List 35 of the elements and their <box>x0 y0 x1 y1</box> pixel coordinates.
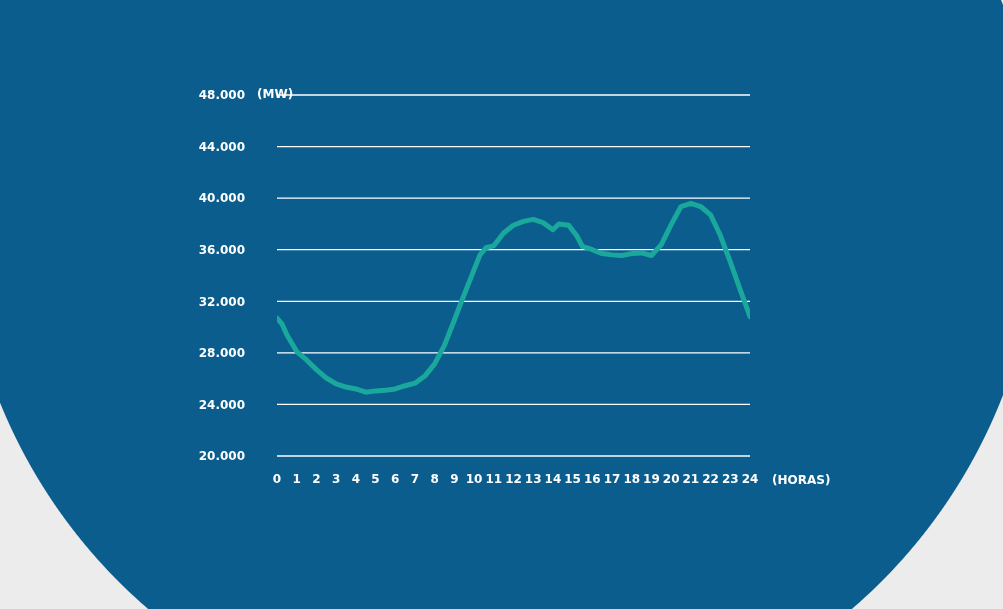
x-tick-label: 18 <box>623 471 641 486</box>
x-tick-label: 5 <box>371 471 380 486</box>
x-tick-label: 9 <box>450 471 459 486</box>
x-tick-label: 6 <box>391 471 400 486</box>
x-tick-label: 21 <box>682 471 700 486</box>
x-tick-label: 14 <box>544 471 562 486</box>
x-tick-label: 4 <box>351 471 361 486</box>
x-tick-label: 13 <box>524 471 542 486</box>
x-axis-title: (HORAS) <box>772 473 831 487</box>
x-tick-label: 1 <box>292 471 301 486</box>
y-tick-label: 24.000 <box>198 397 245 412</box>
x-tick-label: 7 <box>410 471 420 486</box>
x-tick-label: 2 <box>312 471 321 486</box>
x-tick-label: 12 <box>505 471 522 486</box>
x-tick-label: 11 <box>485 471 503 486</box>
y-tick-label: 28.000 <box>198 346 245 361</box>
y-tick-label: 48.000 <box>198 88 245 103</box>
x-tick-label: 3 <box>331 471 341 486</box>
x-tick-label: 16 <box>583 471 601 486</box>
y-tick-label: 44.000 <box>198 139 245 154</box>
y-tick-label: 40.000 <box>198 191 245 206</box>
x-tick-label: 23 <box>721 471 739 486</box>
y-axis-title: (MW) <box>257 87 294 101</box>
x-tick-label: 24 <box>741 471 759 486</box>
x-tick-label: 22 <box>702 471 719 486</box>
y-tick-label: 20.000 <box>198 449 245 464</box>
x-tick-label: 15 <box>564 471 581 486</box>
x-tick-label: 10 <box>465 471 483 486</box>
x-tick-label: 0 <box>272 471 282 486</box>
x-tick-label: 17 <box>603 471 621 486</box>
y-tick-label: 36.000 <box>198 242 245 257</box>
x-tick-label: 20 <box>662 471 680 486</box>
y-tick-label: 32.000 <box>198 294 245 309</box>
x-tick-label: 8 <box>430 471 439 486</box>
x-tick-label: 19 <box>643 471 660 486</box>
